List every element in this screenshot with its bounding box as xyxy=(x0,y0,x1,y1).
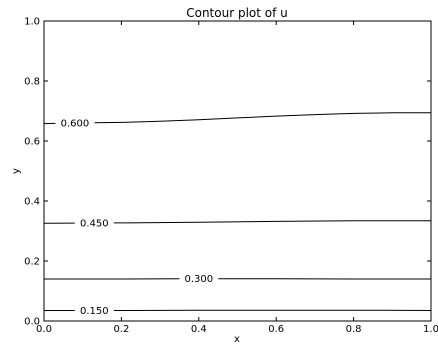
axis-ticks: 0.0 0.2 0.4 0.6 0.8 1.0 0.0 0.2 0.4 0.6 0.8 1.0 xyxy=(24,17,438,336)
contour-label: 0.300 xyxy=(184,274,213,285)
y-tick-label: 0.8 xyxy=(24,77,40,88)
contour-line-0.600-right xyxy=(94,112,431,124)
y-tick-label: 0.4 xyxy=(24,197,40,208)
x-tick-label: 0.8 xyxy=(346,324,362,335)
contour-lines: 0.150 0.300 0.450 0.600 xyxy=(43,112,432,317)
contour-label: 0.600 xyxy=(61,119,90,130)
y-axis-label: y xyxy=(11,168,22,174)
y-tick-label: 1.0 xyxy=(24,17,40,28)
x-tick-label: 0.2 xyxy=(113,324,129,335)
contour-label: 0.450 xyxy=(80,219,109,230)
chart-title: Contour plot of u xyxy=(186,6,288,20)
contour-label: 0.150 xyxy=(80,306,109,317)
contour-line-0.450-right xyxy=(113,220,431,224)
x-axis-label: x xyxy=(234,334,240,344)
y-tick-label: 0.2 xyxy=(24,257,40,268)
y-tick-label: 0.6 xyxy=(24,137,40,148)
plot-frame xyxy=(43,20,432,322)
x-tick-label: 0.6 xyxy=(268,324,284,335)
x-tick-label: 0.4 xyxy=(191,324,207,335)
x-tick-label: 1.0 xyxy=(423,324,438,335)
x-tick-label: 0.0 xyxy=(36,324,52,335)
y-tick-label: 0.0 xyxy=(24,317,40,328)
